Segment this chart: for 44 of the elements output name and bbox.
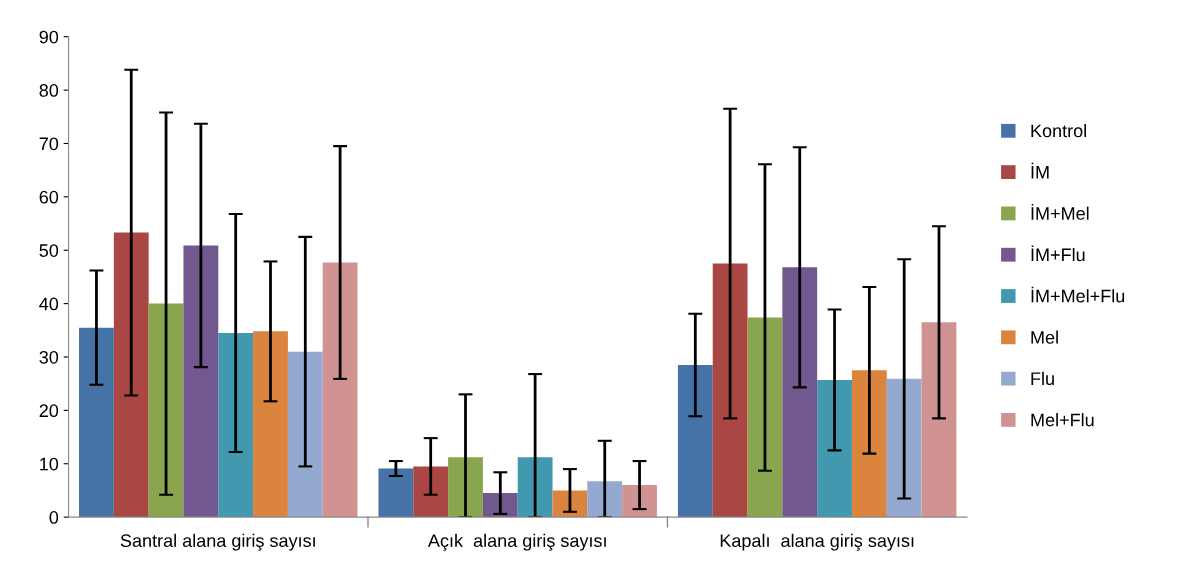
bar bbox=[782, 267, 818, 518]
y-tick-label: 90 bbox=[39, 30, 59, 44]
bar bbox=[148, 303, 184, 518]
y-tick-label: 50 bbox=[39, 244, 59, 257]
x-tick-label: Kapalı alana giriş sayısı bbox=[720, 533, 914, 551]
bar bbox=[552, 490, 588, 518]
y-tick-label: 40 bbox=[39, 297, 59, 311]
y-tick-label: 60 bbox=[39, 190, 59, 204]
bar bbox=[886, 378, 922, 518]
bar bbox=[113, 232, 149, 518]
y-tick-label: 10 bbox=[40, 457, 59, 471]
legend-label: Mel bbox=[1031, 330, 1058, 344]
y-tick-label: 20 bbox=[39, 404, 59, 418]
bar bbox=[677, 365, 713, 518]
bar bbox=[921, 322, 957, 518]
legend-label: Flu bbox=[1031, 371, 1054, 386]
legend-label: İM+Mel+Flu bbox=[1031, 286, 1125, 303]
bar bbox=[817, 379, 852, 518]
bar bbox=[851, 370, 887, 518]
bar bbox=[322, 262, 358, 518]
bar bbox=[712, 263, 748, 518]
bar bbox=[378, 468, 414, 518]
bar bbox=[79, 327, 114, 518]
bar bbox=[587, 481, 623, 518]
bar bbox=[517, 457, 553, 518]
bar bbox=[287, 351, 323, 518]
bar bbox=[183, 245, 219, 518]
bar bbox=[747, 317, 783, 518]
legend-label: Mel+Flu bbox=[1031, 413, 1094, 427]
x-tick-label: Santral alana giriş sayısı bbox=[120, 533, 315, 551]
legend-label: İM+Mel bbox=[1031, 204, 1089, 220]
bar bbox=[253, 331, 288, 518]
y-tick-label: 70 bbox=[39, 137, 59, 151]
legend-label: Kontrol bbox=[1031, 124, 1086, 138]
y-tick-label: 30 bbox=[39, 350, 59, 364]
bar bbox=[413, 466, 449, 518]
y-tick-label: 80 bbox=[39, 84, 59, 97]
x-tick-label: Açık alana giriş sayısı bbox=[427, 533, 606, 551]
bar bbox=[448, 457, 483, 518]
bar bbox=[218, 332, 254, 518]
bar bbox=[622, 485, 657, 518]
legend-label: İM bbox=[1031, 162, 1049, 179]
legend-label: İM+Flu bbox=[1031, 245, 1085, 262]
y-tick-label: 0 bbox=[49, 511, 59, 524]
